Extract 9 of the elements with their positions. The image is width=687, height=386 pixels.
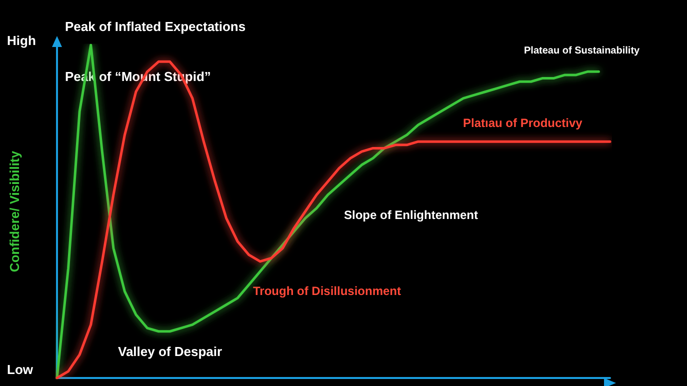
text: Low bbox=[7, 362, 34, 377]
annotation: Valley of Despair bbox=[118, 344, 222, 359]
annotation: Platıau of Productivy bbox=[463, 116, 583, 130]
annotation: Plateau of Sustainability bbox=[524, 46, 640, 56]
text: High bbox=[7, 33, 36, 48]
text: Peak of Inflated Expectations bbox=[65, 19, 246, 34]
annotation: Slope of Enlightenment bbox=[344, 208, 478, 222]
y-axis-title: Confidere/ Visibility bbox=[7, 150, 22, 272]
annotation: Trough of Disillusionment bbox=[253, 284, 401, 298]
